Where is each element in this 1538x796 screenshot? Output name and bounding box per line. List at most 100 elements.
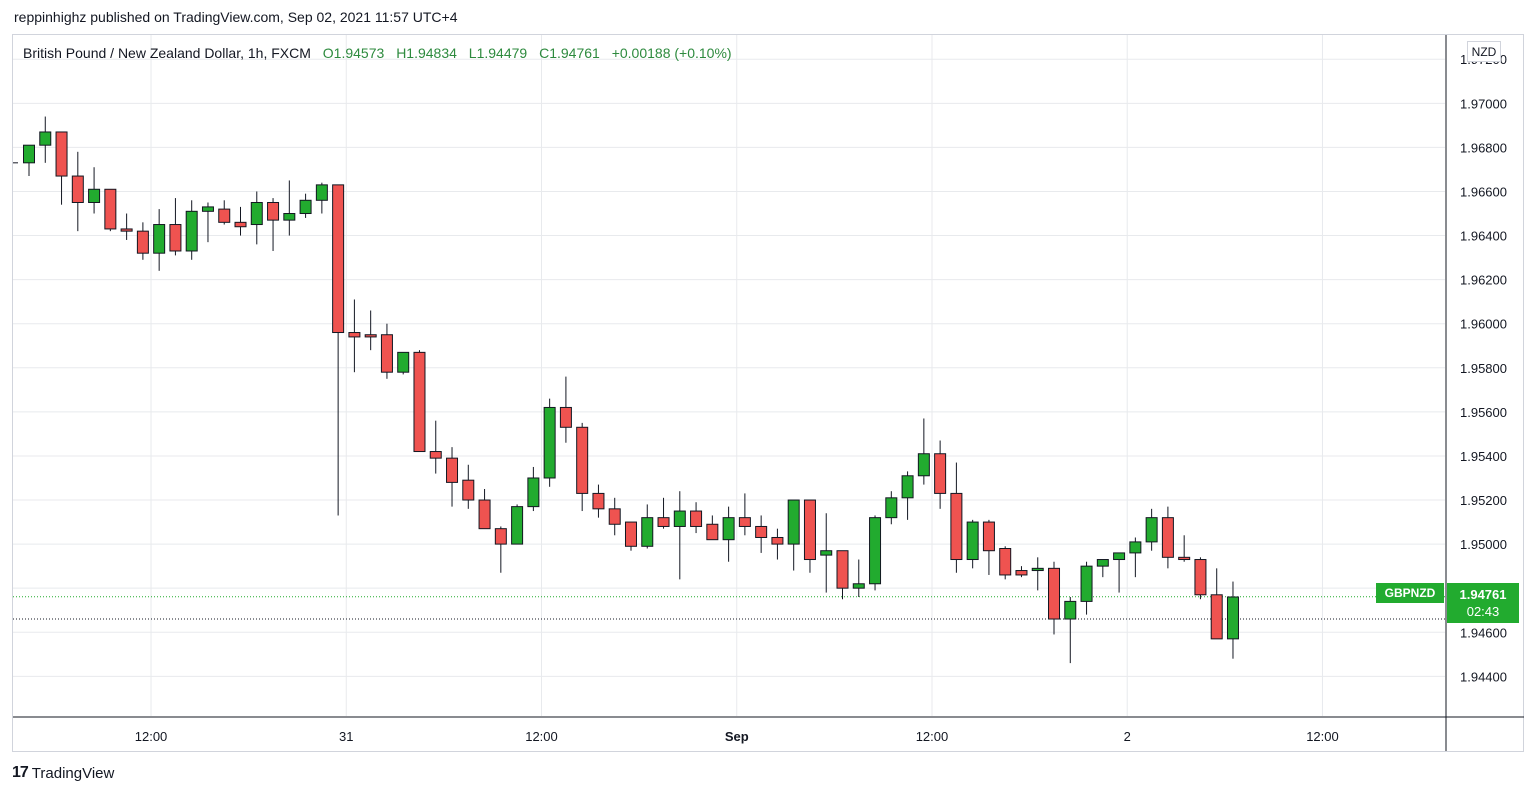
candle-body-down: [624, 521, 637, 547]
candle-body-down: [1194, 559, 1207, 596]
footer-branding[interactable]: 17 TradingView: [12, 764, 114, 782]
candle-body-down: [1161, 517, 1174, 558]
candle-body-down: [1210, 594, 1223, 640]
candle-body-down: [803, 499, 816, 561]
candle-body-up: [315, 184, 328, 201]
candle-body-up: [1145, 517, 1158, 543]
y-tick-label: 1.96600: [1460, 184, 1507, 199]
candle-body-up: [885, 497, 898, 519]
candle-body-down: [999, 548, 1012, 576]
candle-body-down: [738, 517, 751, 527]
candle-body-up: [917, 453, 930, 477]
candle-body-down: [55, 131, 68, 177]
symbol-description: British Pound / New Zealand Dollar, 1h, …: [23, 45, 311, 61]
candle-body-up: [299, 199, 312, 215]
last-price-tag: 1.94761 02:43: [1447, 583, 1519, 623]
candle-body-down: [982, 521, 995, 552]
y-tick-label: 1.94600: [1460, 625, 1507, 640]
candle-body-down: [478, 499, 491, 530]
change-value: +0.00188 (+0.10%): [611, 45, 732, 61]
candle-body-down: [446, 457, 459, 483]
candle-body-up: [1113, 552, 1126, 561]
candle-body-down: [380, 334, 393, 373]
candle-body-down: [950, 492, 963, 561]
candle-body-up: [201, 206, 214, 212]
high-value: H1.94834: [396, 45, 457, 61]
candle-body-down: [169, 224, 182, 252]
y-tick-label: 1.95200: [1460, 493, 1507, 508]
candle-body-down: [234, 221, 247, 228]
y-tick-label: 1.95400: [1460, 449, 1507, 464]
candle-body-up: [250, 201, 263, 226]
currency-button[interactable]: NZD: [1467, 41, 1501, 62]
candle-body-up: [527, 477, 540, 508]
candle-body-down: [71, 175, 84, 203]
candle-body-up: [722, 517, 735, 541]
tradingview-logo-icon: 17: [12, 764, 29, 781]
candle-body-down: [706, 523, 719, 541]
candle-body-down: [413, 351, 426, 453]
candle-body-up: [1226, 596, 1239, 640]
candle-body-up: [901, 475, 914, 499]
candle-body-down: [494, 528, 507, 545]
x-tick-label: 12:00: [1306, 729, 1339, 744]
candle-body-down: [836, 550, 849, 589]
candle-body-up: [820, 550, 833, 556]
open-value: O1.94573: [322, 45, 385, 61]
candle-body-up: [39, 131, 52, 146]
candle-body-up: [852, 583, 865, 589]
bar-countdown: 02:43: [1466, 604, 1500, 619]
y-tick-label: 1.95800: [1460, 361, 1507, 376]
close-value: C1.94761: [539, 45, 600, 61]
y-tick-label: 1.96800: [1460, 140, 1507, 155]
candle-body-down: [218, 208, 231, 223]
low-value: L1.94479: [468, 45, 528, 61]
candle-body-down: [755, 525, 768, 538]
candle-body-down: [771, 536, 784, 545]
candle-body-up: [185, 210, 198, 252]
candle-body-down: [592, 492, 605, 510]
candle-body-up: [397, 351, 410, 373]
candle-body-down: [120, 228, 133, 232]
candle-body-up: [1129, 541, 1142, 554]
candle-body-down: [348, 332, 361, 338]
candle-body-up: [1031, 567, 1044, 572]
x-tick-label: 31: [339, 729, 353, 744]
candle-body-up: [966, 521, 979, 561]
candle-body-down: [608, 508, 621, 525]
candle-body-up: [641, 517, 654, 547]
candle-body-up: [511, 506, 524, 545]
x-tick-label: 12:00: [135, 729, 168, 744]
candle-body-up: [283, 213, 296, 221]
candle-body-up: [153, 224, 166, 254]
candle-body-down: [104, 188, 117, 230]
y-tick-label: 1.97000: [1460, 96, 1507, 111]
candle-body-up: [673, 510, 686, 527]
candle-body-up: [869, 517, 882, 585]
y-tick-label: 1.95600: [1460, 405, 1507, 420]
tradingview-brand: TradingView: [31, 764, 115, 782]
candle-body-down: [462, 479, 475, 501]
y-tick-label: 1.96000: [1460, 317, 1507, 332]
candle-body-down: [136, 230, 149, 254]
candle-body-up: [1064, 600, 1077, 620]
candle-body-up: [23, 144, 35, 164]
candle-body-down: [1015, 570, 1028, 576]
candle-body-down: [364, 334, 377, 338]
chart-frame: [12, 34, 1524, 752]
y-tick-label: 1.94400: [1460, 669, 1507, 684]
x-tick-label: Sep: [725, 729, 749, 744]
candle-body-up: [88, 188, 101, 203]
x-tick-label: 2: [1124, 729, 1131, 744]
candle-body-down: [1178, 556, 1191, 561]
candle-body-down: [690, 510, 703, 527]
candle-body-up: [1080, 565, 1093, 602]
candle-body-up: [787, 499, 800, 545]
candle-body-down: [267, 201, 280, 221]
y-tick-label: 1.95000: [1460, 537, 1507, 552]
published-line: reppinhighz published on TradingView.com…: [14, 9, 458, 25]
x-tick-label: 12:00: [525, 729, 558, 744]
candle-body-down: [559, 406, 572, 428]
last-price-value: 1.94761: [1459, 587, 1507, 602]
